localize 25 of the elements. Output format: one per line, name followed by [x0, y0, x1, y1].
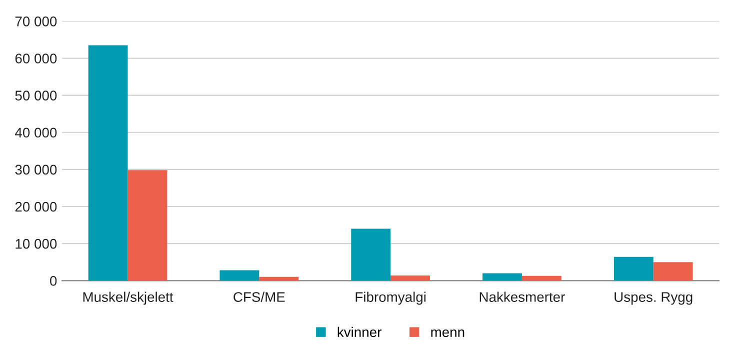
bar [482, 273, 522, 281]
y-tick-label: 60 000 [15, 54, 57, 64]
bar [351, 228, 391, 281]
x-tick-label: Nakkesmerter [480, 292, 565, 302]
y-tick-label: 40 000 [15, 128, 57, 138]
y-tick-label: 10 000 [16, 238, 57, 249]
bar [653, 262, 693, 281]
y-tick-label: 30 000 [15, 164, 57, 175]
bar [259, 276, 299, 281]
y-tick-label: 70 000 [15, 16, 57, 26]
x-tick-label: CFS/ME [234, 292, 285, 302]
bar [614, 256, 654, 281]
legend-label: menn [431, 329, 464, 338]
legend-label: kvinner [338, 326, 382, 338]
x-tick-label: Uspes. Rygg [614, 292, 692, 305]
bar [88, 45, 128, 281]
bar [522, 276, 562, 281]
x-tick-label: Fibromyalgi [356, 292, 426, 305]
y-tick-label: 0 [50, 276, 57, 286]
bar [220, 270, 260, 281]
bar [390, 275, 430, 281]
y-tick-label: 50 000 [15, 90, 57, 100]
x-tick-label: Muskel/skjelett [83, 292, 174, 305]
bar [128, 170, 168, 281]
y-tick-label: 20 000 [15, 202, 57, 212]
